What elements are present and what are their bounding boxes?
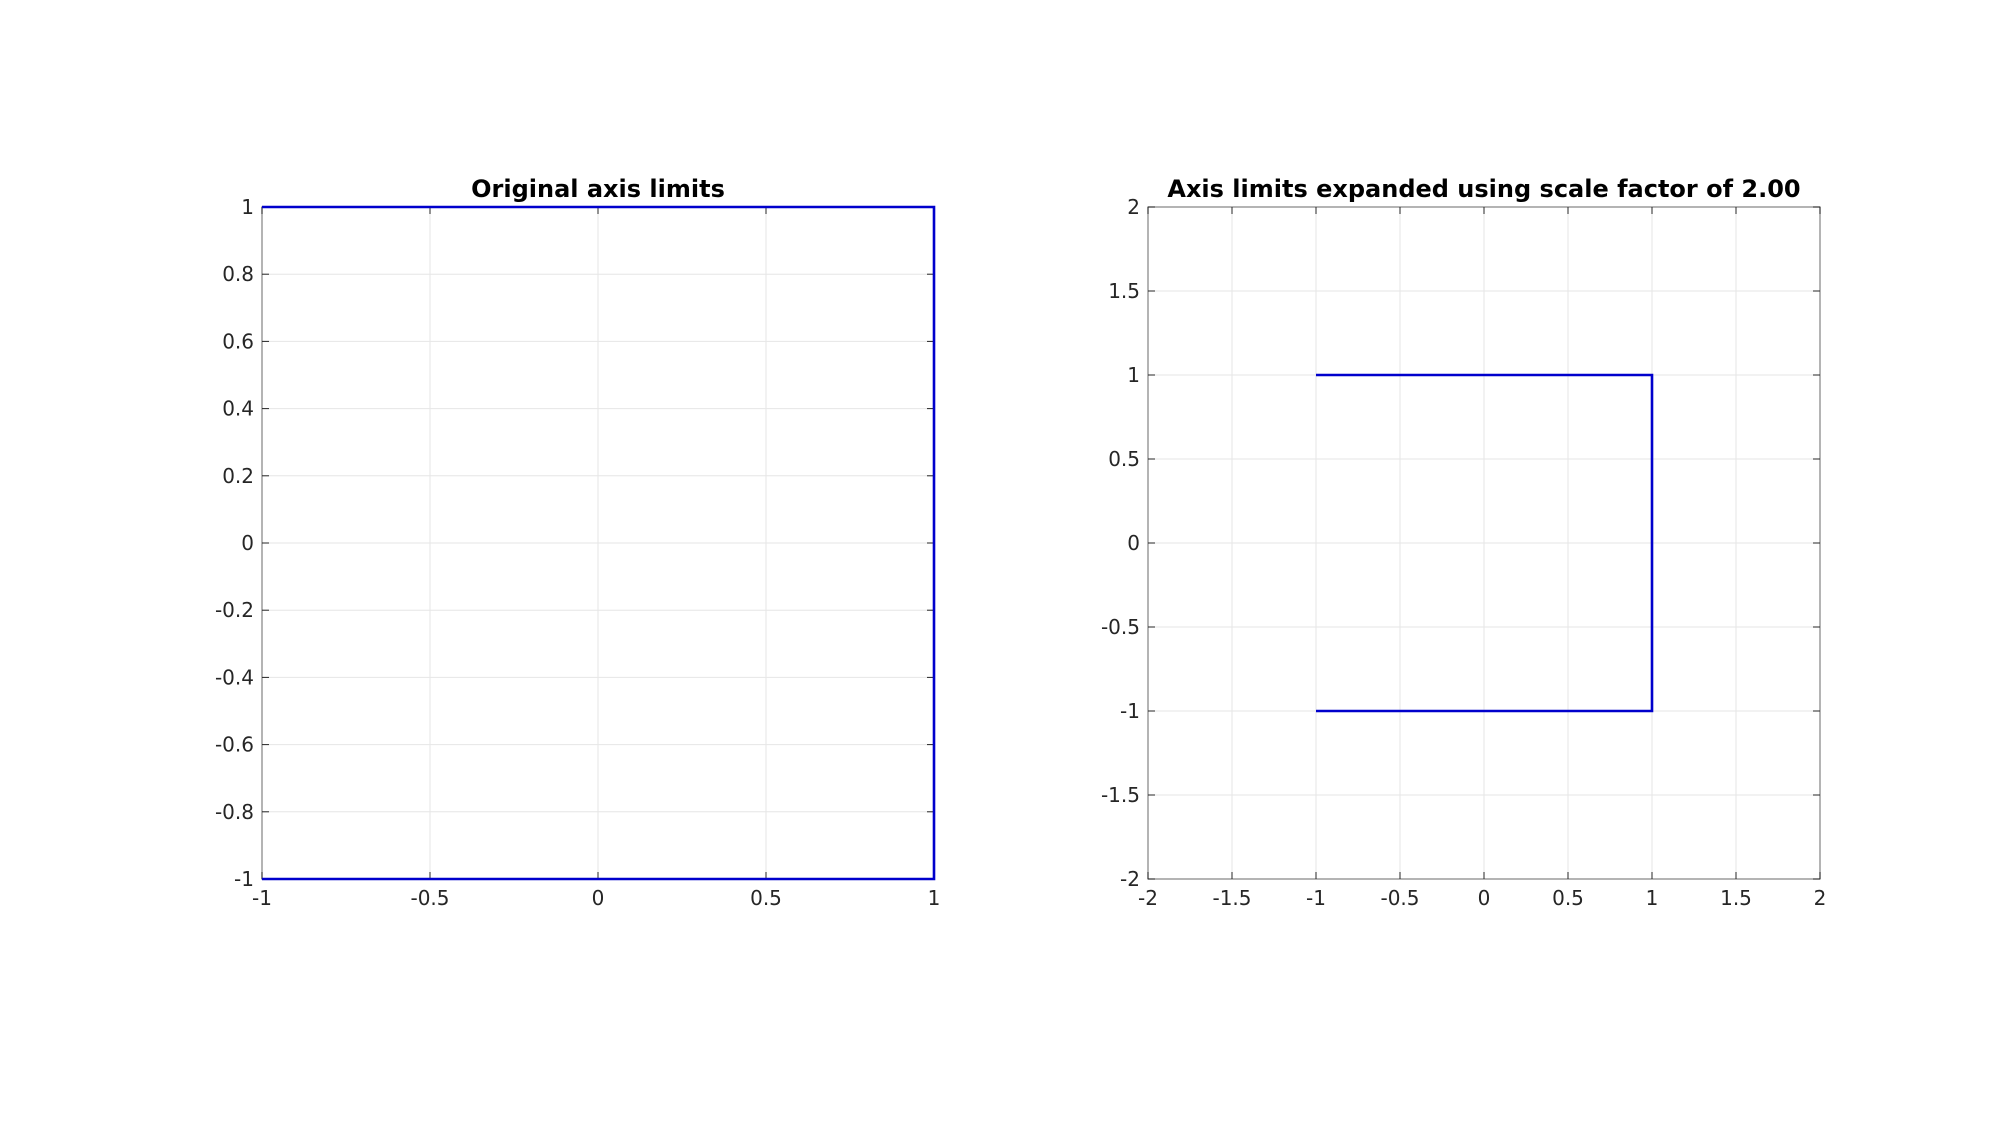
right-y-tick-label: 1 — [1127, 363, 1140, 387]
right-series-line — [1316, 373, 1654, 713]
right-x-tick-label: 0 — [1478, 886, 1491, 910]
right-y-tick-label: 0.5 — [1108, 447, 1140, 471]
right-y-tick-label: -1 — [1120, 699, 1140, 723]
left-x-tick-label: 0.5 — [750, 886, 782, 910]
right-x-tick-label: -2 — [1138, 886, 1158, 910]
right-x-tick-label: 2 — [1814, 886, 1827, 910]
right-x-tick-label: -0.5 — [1380, 886, 1419, 910]
left-y-tick-label: 0.8 — [222, 262, 254, 286]
right-x-tick-label: 0.5 — [1552, 886, 1584, 910]
left-y-tick-label: -0.6 — [215, 733, 254, 757]
right-subplot: -2 -1.5 -1 -0.5 0 0.5 1 1.5 2 -2 -1.5 -1 -0.5 0 0.5 1 1.… — [1101, 175, 1826, 910]
left-x-tick-label: -0.5 — [410, 886, 449, 910]
left-y-tick-label: 0.2 — [222, 464, 254, 488]
left-x-tick-label: 0 — [592, 886, 605, 910]
right-y-tick-label: 0 — [1127, 531, 1140, 555]
right-x-tick-label: -1.5 — [1212, 886, 1251, 910]
right-y-tick-label: 1.5 — [1108, 279, 1140, 303]
right-x-tick-label: 1 — [1646, 886, 1659, 910]
left-y-tick-label: -0.4 — [215, 665, 254, 689]
left-y-tick-label: 0.4 — [222, 397, 254, 421]
left-subplot: -1 -0.5 0 0.5 1 -1 -0.8 -0.6 -0.4 -0.2 0 0.2 0.4 0.6 0… — [215, 175, 940, 910]
right-x-tick-label: -1 — [1306, 886, 1326, 910]
right-y-tick-label: -1.5 — [1101, 783, 1140, 807]
left-subplot-title: Original axis limits — [471, 175, 725, 203]
left-y-tick-label: -1 — [234, 867, 254, 891]
right-y-tick-label: 2 — [1127, 195, 1140, 219]
left-y-tick-label: -0.2 — [215, 598, 254, 622]
left-y-tick-label: -0.8 — [215, 800, 254, 824]
left-y-tick-label: 0 — [241, 531, 254, 555]
left-y-tick-label: 1 — [241, 195, 254, 219]
left-y-tick-label: 0.6 — [222, 329, 254, 353]
left-x-tick-label: 1 — [928, 886, 941, 910]
right-y-tick-label: -2 — [1120, 867, 1140, 891]
left-x-tick-label: -1 — [252, 886, 272, 910]
right-x-tick-label: 1.5 — [1720, 886, 1752, 910]
right-y-tick-label: -0.5 — [1101, 615, 1140, 639]
right-subplot-title: Axis limits expanded using scale factor … — [1167, 175, 1800, 203]
left-series-line — [262, 205, 936, 881]
